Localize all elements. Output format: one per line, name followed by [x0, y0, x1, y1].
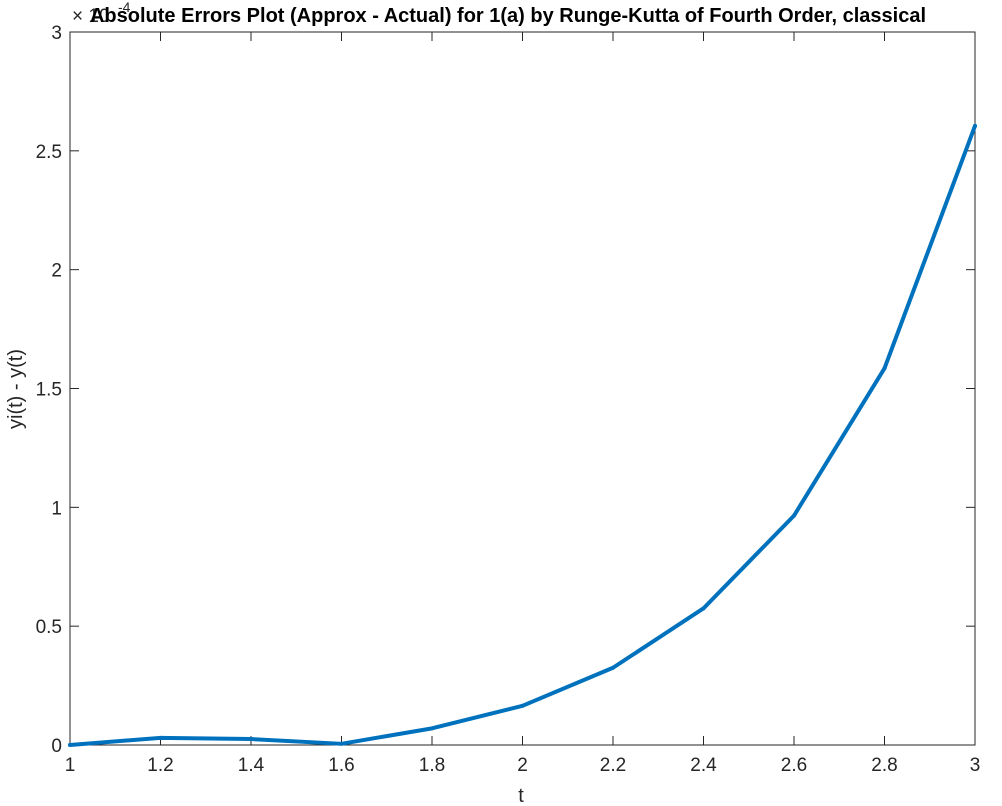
x-tick-label: 3: [970, 755, 981, 776]
data-point: [520, 703, 525, 708]
x-tick-label: 2.2: [600, 755, 626, 776]
data-point: [882, 366, 887, 371]
chart-title: Absolute Errors Plot (Approx - Actual) f…: [90, 5, 926, 27]
y-tick-label: 2.5: [36, 142, 62, 163]
data-point: [339, 741, 344, 746]
data-point: [249, 737, 253, 742]
data-points: [68, 123, 977, 747]
x-tick-label: 1.2: [147, 755, 173, 776]
x-tick-label: 2: [517, 755, 528, 776]
x-tick-label: 1.8: [419, 755, 445, 776]
data-point: [701, 606, 706, 611]
y-exponent-power: -4: [118, 0, 131, 15]
y-exponent-base: × 10: [72, 6, 110, 27]
x-tick-label: 2.6: [781, 755, 807, 776]
x-tick-labels: 1 1.2 1.4 1.6 1.8 2 2.2 2.4 2.6 2.8 3: [65, 755, 981, 776]
data-point: [611, 665, 615, 670]
y-tick-label: 1: [51, 498, 62, 519]
y-tick-label: 0.5: [36, 617, 62, 638]
y-tick-label: 1.5: [36, 380, 62, 401]
x-tick-label: 1.6: [328, 755, 354, 776]
data-point: [792, 513, 796, 518]
data-point: [973, 123, 977, 128]
x-tick-label: 2.8: [871, 755, 897, 776]
tick-marks: [69, 31, 976, 746]
y-axis-label: yi(t) - y(t): [5, 349, 27, 429]
y-tick-labels: 0 0.5 1 1.5 2 2.5 3: [36, 23, 62, 757]
x-tick-label: 1: [65, 755, 76, 776]
x-tick-label: 2.4: [690, 755, 717, 776]
x-axis-label: t: [518, 785, 524, 806]
data-point: [158, 735, 163, 740]
y-tick-label: 2: [51, 261, 62, 282]
data-point: [430, 726, 434, 731]
y-axis-exponent: × 10 -4: [72, 0, 131, 27]
y-tick-label: 3: [51, 23, 62, 44]
x-tick-label: 1.4: [238, 755, 265, 776]
y-tick-label: 0: [51, 736, 62, 757]
data-point: [68, 743, 72, 747]
